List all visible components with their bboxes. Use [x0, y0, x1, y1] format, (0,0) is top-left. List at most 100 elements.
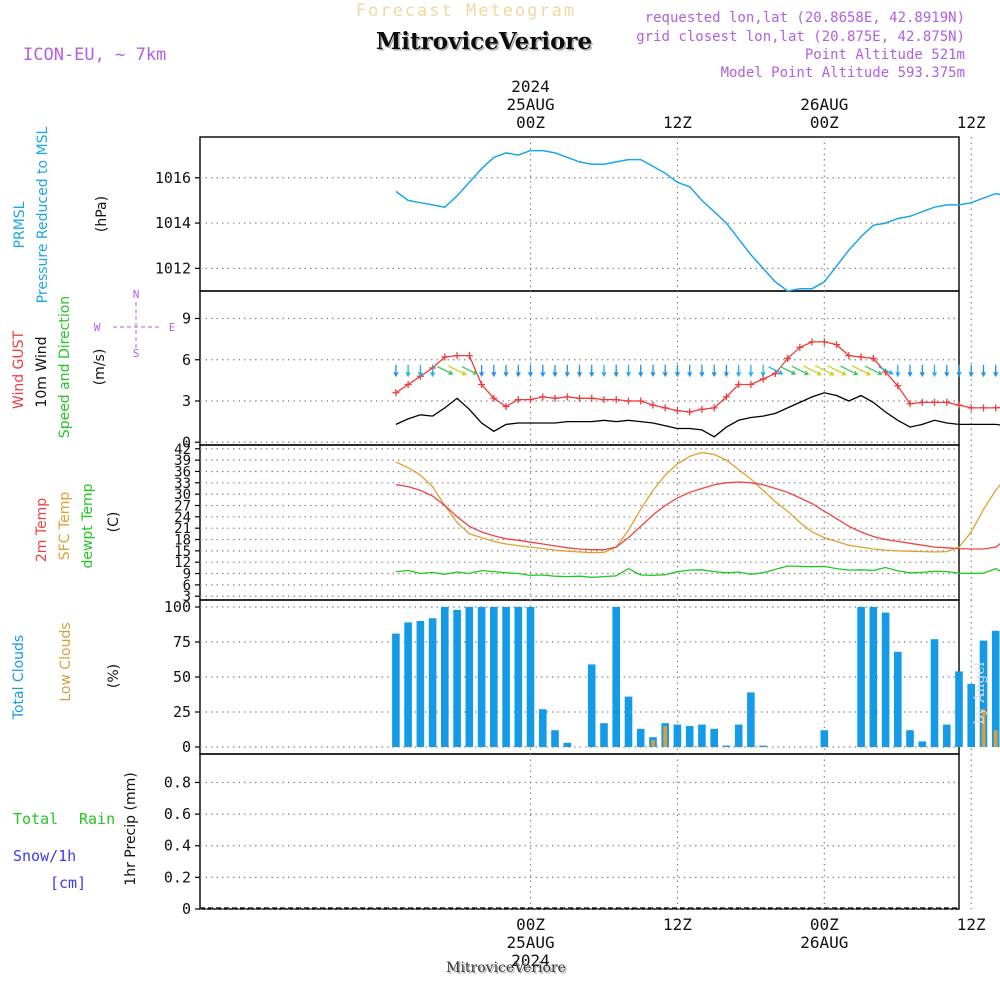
gust-marker: [747, 381, 755, 388]
gust-marker: [808, 338, 816, 346]
y-tick-label: 100: [164, 598, 191, 616]
y-tick-label: 0.2: [164, 868, 191, 886]
total-cloud-bar: [514, 607, 523, 747]
y-tick-label: 39: [174, 453, 191, 469]
gust-marker: [441, 353, 449, 361]
total-cloud-bar: [930, 639, 939, 747]
total-cloud-bar: [734, 724, 743, 747]
wind-direction-arrow: [448, 365, 467, 376]
wind-direction-arrow: [993, 364, 999, 378]
total-clouds-label: Total Clouds: [11, 635, 27, 720]
wind-direction-arrow: [981, 364, 986, 378]
total-cloud-bar: [392, 633, 400, 747]
low-clouds-label: Low Clouds: [58, 622, 74, 701]
total-cloud-bar: [881, 612, 890, 747]
pressure-unit: (hPa): [94, 196, 110, 232]
total-cloud-bar: [747, 692, 755, 747]
y-tick-label: 0: [182, 738, 191, 756]
wind-direction-arrow: [768, 366, 784, 375]
gust-marker: [539, 393, 547, 401]
total-cloud-bar: [551, 730, 559, 747]
time-tick-top: 12Z: [663, 113, 692, 132]
wind-direction-arrow: [791, 365, 810, 376]
wind-direction-arrow: [662, 364, 668, 378]
wind-direction-arrow: [601, 364, 607, 378]
gust-marker: [637, 397, 645, 405]
total-cloud-bar: [600, 723, 608, 747]
wind-direction-arrow: [405, 364, 411, 378]
compass-n: N: [133, 288, 140, 301]
gust-marker: [649, 401, 657, 409]
y-tick-label: 21: [174, 521, 191, 537]
low-cloud-bar: [663, 726, 668, 747]
gust-marker: [502, 403, 510, 410]
time-tick-top: 00Z: [516, 113, 545, 132]
wind-direction-arrow: [613, 364, 619, 378]
compass-rose: N W E S: [94, 288, 176, 360]
wind-direction-arrow: [540, 364, 546, 378]
wind-direction-arrow: [907, 364, 913, 378]
total-cloud-bar: [722, 745, 731, 747]
wind-direction-arrow: [687, 364, 693, 378]
gust-marker: [465, 352, 473, 360]
total-cloud-bar: [906, 730, 914, 747]
y-tick-label: 1012: [155, 259, 191, 277]
pressure-line: [395, 149, 1000, 292]
gust-marker: [490, 394, 498, 402]
y-tick-label: 25: [173, 703, 191, 721]
total-cloud-bar: [869, 607, 878, 747]
total-cloud-bar: [967, 684, 975, 747]
data-series: [200, 149, 1000, 909]
wind-direction-arrow: [626, 364, 631, 378]
total-cloud-bar: [526, 607, 535, 747]
gust-marker: [624, 397, 632, 405]
total-cloud-bar: [587, 664, 596, 747]
low-cloud-bar: [981, 709, 986, 747]
y-tick-label: 24: [174, 510, 191, 526]
total-cloud-bar: [710, 728, 718, 747]
requested-coords: requested lon,lat (20.8658E, 42.8919N): [645, 10, 965, 26]
wind-direction-arrow: [895, 364, 901, 378]
pressure-label-desc: Pressure Reduced to MSL: [35, 126, 51, 303]
gust-marker: [857, 353, 865, 361]
gust-marker: [931, 398, 939, 406]
wind-direction-arrow: [461, 366, 478, 375]
total-cloud-bar: [465, 607, 474, 747]
y-tick-label: 27: [174, 498, 191, 514]
wind-unit: (m/s): [92, 349, 108, 386]
gust-marker: [551, 394, 559, 402]
date-label-bottom: 26AUG: [800, 933, 848, 952]
point-altitude: Point Altitude 521m: [805, 47, 965, 63]
wind-direction-arrow: [827, 365, 847, 376]
gust-marker: [698, 405, 706, 413]
total-cloud-bar: [918, 741, 927, 747]
wind-direction-arrow: [528, 364, 533, 378]
precip-rain-label: Rain: [79, 810, 115, 828]
gust-marker: [894, 382, 902, 390]
total-cloud-bar: [857, 607, 865, 747]
gust-marker: [710, 404, 718, 412]
total-cloud-bar: [624, 696, 633, 747]
total-cloud-bar: [441, 607, 449, 747]
temp-unit: (C): [106, 512, 122, 533]
y-tick-label: 33: [174, 476, 191, 492]
y-tick-label: 6: [183, 578, 191, 594]
wind-direction-arrow: [393, 364, 399, 378]
date-label-top: 26AUG: [800, 95, 848, 114]
y-tick-label: 9: [183, 567, 191, 583]
precip-snow-label: Snow/1h: [13, 847, 76, 865]
total-cloud-bar: [943, 724, 951, 747]
wind-dir-label: Speed and Direction: [57, 296, 73, 438]
wind-direction-arrow: [919, 364, 925, 378]
gust-marker: [392, 389, 400, 397]
wind-direction-arrow: [878, 366, 894, 375]
compass-w: W: [94, 321, 101, 334]
wind-direction-arrow: [417, 364, 423, 378]
wind-gust-line: [395, 341, 1000, 413]
time-tick-bottom: 00Z: [516, 915, 545, 934]
closest-coords: grid closest lon,lat (20.875E, 42.875N): [636, 29, 965, 45]
wind-direction-arrow: [589, 364, 595, 378]
total-cloud-bar: [416, 621, 425, 747]
temp-dewpt-label: dewpt Temp: [80, 483, 96, 568]
total-cloud-bar: [428, 618, 437, 747]
